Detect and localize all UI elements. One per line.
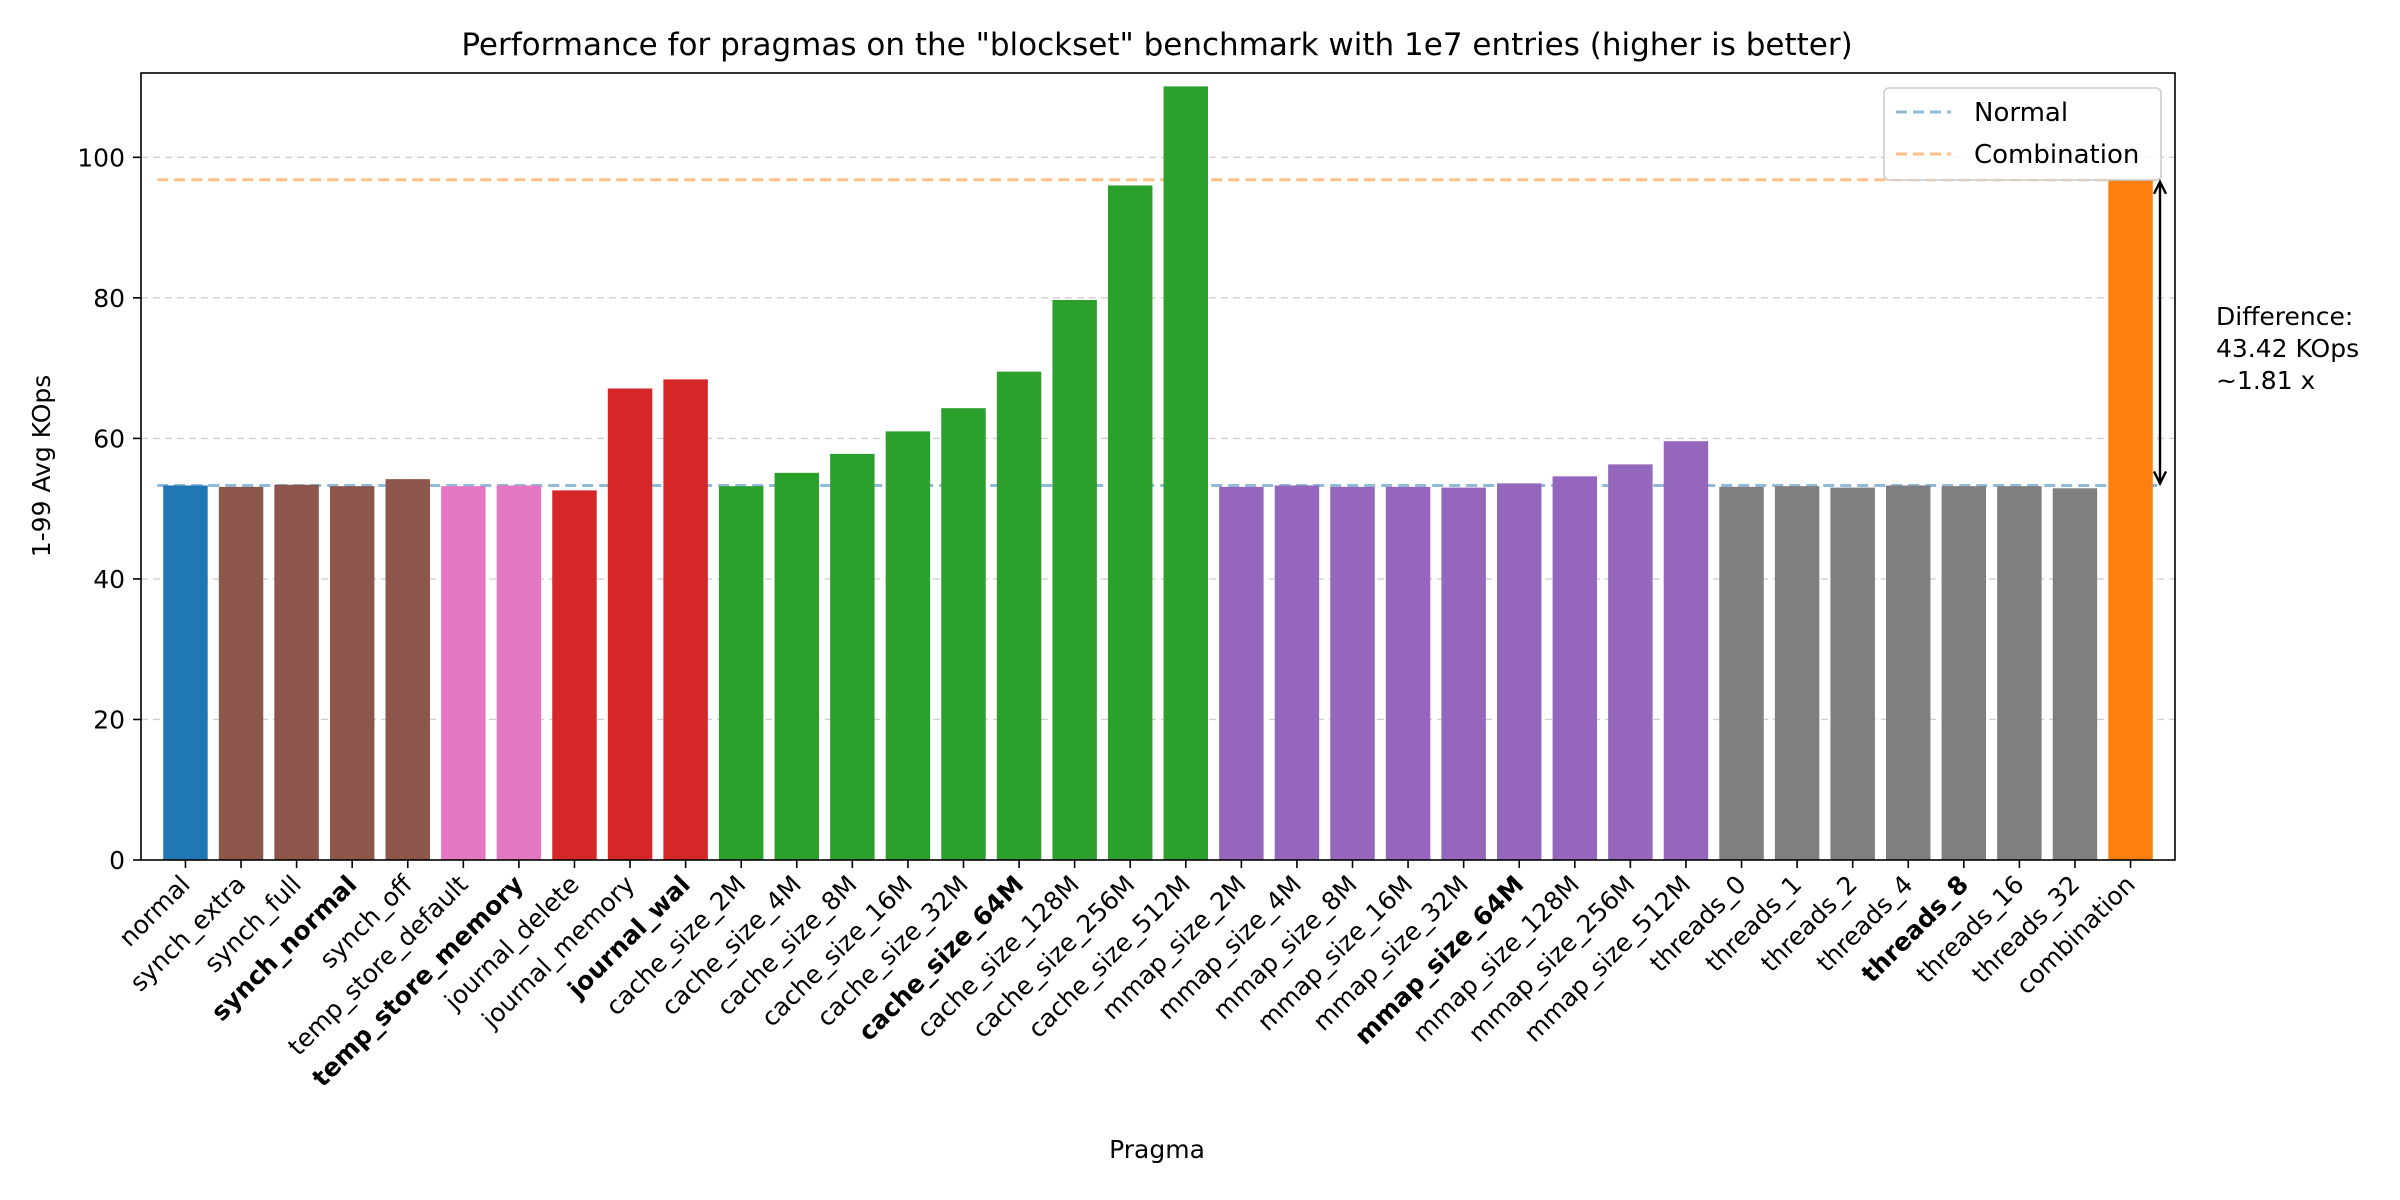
bar-mmap-size-8m: [1330, 486, 1375, 860]
bar-threads-2: [1830, 487, 1875, 860]
bar-cache-size-8m: [830, 453, 875, 860]
bar-synch-extra: [218, 486, 264, 860]
bar-cache-size-4m: [774, 472, 819, 860]
bar-mmap-size-256m: [1608, 464, 1653, 860]
bar-threads-1: [1774, 486, 1820, 860]
plot-frame: [140, 72, 2176, 861]
difference-ratio: ~1.81 x: [2216, 366, 2315, 395]
x-axis: normalsynch_extrasynch_fullsynch_normals…: [113, 860, 2141, 1092]
bar-synch-full: [274, 484, 319, 860]
bars: [163, 86, 2153, 861]
bar-threads-8: [1941, 486, 1987, 860]
y-tick-label-40: 40: [93, 565, 125, 594]
y-tick-label-0: 0: [109, 846, 125, 875]
y-tick-label-80: 80: [93, 284, 125, 313]
bar-threads-32: [2052, 488, 2098, 860]
bar-mmap-size-128m: [1552, 476, 1598, 860]
bar-threads-0: [1719, 486, 1764, 860]
legend-frame: [1883, 87, 2162, 181]
difference-annotation: Difference: 43.42 KOps ~1.81 x: [2152, 179, 2359, 487]
bar-mmap-size-2m: [1219, 486, 1264, 860]
difference-value: 43.42 KOps: [2216, 334, 2359, 363]
bar-journal-memory: [607, 388, 653, 860]
bar-cache-size-128m: [1052, 299, 1097, 860]
bar-temp-store-default: [441, 486, 486, 860]
bar-temp-store-memory: [496, 485, 542, 860]
bar-mmap-size-512m: [1663, 441, 1709, 860]
bar-mmap-size-64m: [1497, 483, 1542, 860]
bar-cache-size-16m: [885, 431, 931, 860]
bar-cache-size-256m: [1107, 185, 1153, 860]
bar-mmap-size-4m: [1274, 485, 1320, 860]
bar-normal: [163, 485, 208, 860]
bar-synch-normal: [329, 486, 375, 860]
y-tick-label-100: 100: [77, 143, 125, 172]
difference-arrow-head-bottom: [2152, 470, 2168, 487]
y-tick-label-20: 20: [93, 705, 125, 734]
y-axis-label: 1-99 Avg KOps: [27, 375, 56, 558]
bar-combination: [2108, 179, 2153, 861]
bar-threads-16: [1997, 486, 2042, 860]
chart-title: Performance for pragmas on the "blockset…: [461, 27, 1852, 63]
legend-label-combination: Combination: [1974, 140, 2139, 170]
bar-journal-wal: [663, 379, 708, 860]
bar-mmap-size-32m: [1441, 487, 1486, 860]
bar-cache-size-512m: [1163, 86, 1209, 860]
bar-synch-off: [385, 479, 430, 860]
bar-cache-size-64m: [996, 371, 1042, 860]
reference-lines: [157, 178, 2159, 487]
bar-threads-4: [1886, 485, 1931, 860]
bar-journal-delete: [552, 490, 597, 860]
difference-label-line-1: Difference:: [2216, 302, 2353, 331]
y-tick-label-60: 60: [93, 424, 125, 453]
bar-mmap-size-16m: [1385, 486, 1431, 860]
y-axis: 0 20 40 60 80 100: [77, 143, 141, 875]
x-axis-label: Pragma: [1109, 1135, 1205, 1164]
legend: Normal Combination: [1883, 87, 2162, 181]
difference-arrow-head-top: [2152, 179, 2168, 195]
bar-cache-size-2m: [718, 486, 764, 860]
bar-cache-size-32m: [941, 408, 986, 860]
legend-label-normal: Normal: [1974, 98, 2068, 128]
